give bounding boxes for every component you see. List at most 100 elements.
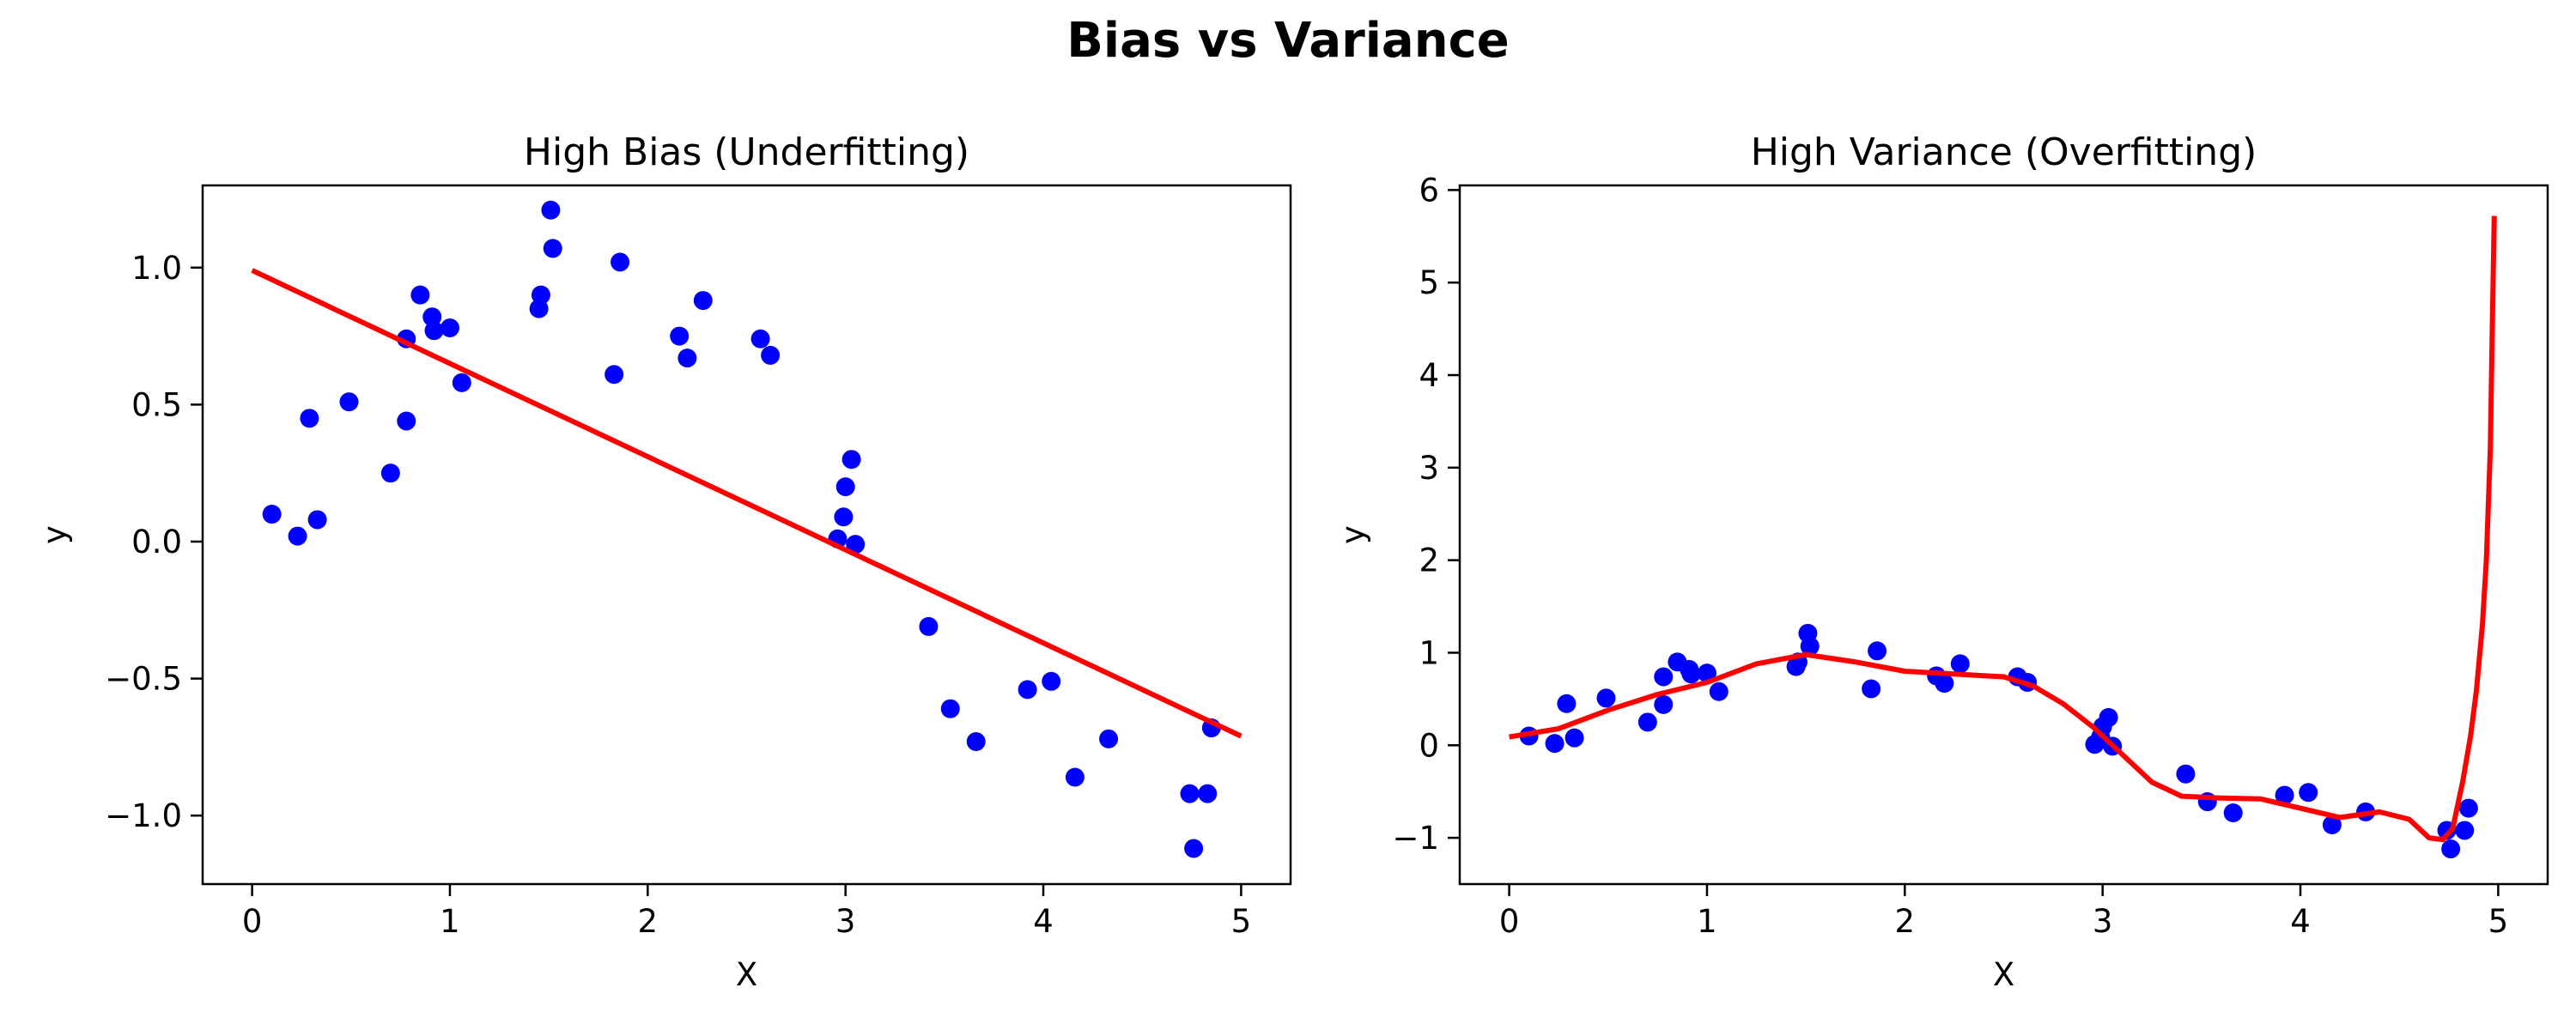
data-point [1198, 784, 1218, 803]
y-tick-label: 3 [1419, 450, 1439, 487]
y-tick-label: −1 [1392, 820, 1439, 857]
data-point [750, 329, 770, 348]
data-point [1654, 667, 1674, 687]
data-point [670, 326, 690, 346]
x-tick-label: 0 [242, 903, 263, 940]
data-point [605, 365, 624, 385]
data-point [2099, 707, 2118, 727]
data-point [1868, 641, 1887, 661]
data-point [1564, 728, 1584, 748]
data-point [531, 285, 550, 305]
y-tick-label: 6 [1419, 172, 1439, 209]
polynomial-fit-curve [1509, 215, 2497, 843]
x-tick-label: 3 [835, 903, 856, 940]
data-point [1099, 729, 1119, 748]
x-tick-label: 1 [440, 903, 460, 940]
data-point [940, 699, 960, 718]
y-tick-label: 1 [1419, 634, 1439, 671]
x-axis-label: X [1993, 956, 2014, 993]
data-point [2441, 839, 2461, 859]
y-tick-label: 1.0 [131, 250, 182, 287]
data-point [841, 450, 861, 470]
data-point [761, 345, 781, 365]
data-point [846, 535, 866, 554]
data-point [1681, 664, 1701, 684]
data-point [288, 526, 307, 546]
data-point [380, 464, 400, 483]
x-tick-label: 5 [2488, 903, 2509, 940]
x-axis-label: X [736, 956, 757, 993]
data-point [2322, 815, 2342, 834]
data-point [677, 348, 697, 368]
data-point [1184, 839, 1204, 858]
data-point [2455, 821, 2475, 840]
data-point [1697, 663, 1716, 683]
data-point [966, 732, 986, 752]
x-tick-label: 3 [2093, 903, 2113, 940]
x-tick-label: 5 [1231, 903, 1252, 940]
data-point [541, 200, 561, 220]
scatter-points [262, 200, 1221, 858]
scatter-points [1519, 623, 2478, 859]
data-point [1065, 767, 1084, 787]
data-point [611, 252, 630, 272]
data-point [693, 291, 713, 311]
figure-title: Bias vs Variance [1066, 13, 1510, 69]
data-point [262, 505, 282, 524]
data-point [1800, 636, 1820, 656]
chart-panel-1: High Bias (Underfitting) 0 1 2 3 4 5 −1.0 −0.5 0.… [36, 130, 1292, 993]
data-point [424, 321, 444, 341]
data-point [1709, 682, 1728, 701]
data-point [410, 285, 430, 305]
x-tick-label: 2 [1895, 903, 1916, 940]
data-point [397, 411, 416, 431]
data-point [339, 392, 359, 412]
data-point [2223, 803, 2243, 822]
data-point [1545, 734, 1564, 754]
y-tick-label: 0 [1419, 727, 1439, 764]
chart-panel-2: High Variance (Overfitting) 0 1 2 3 4 5 −1 0 1 2 3 4… [1334, 130, 2549, 993]
data-point [1862, 679, 1881, 699]
data-point [2299, 783, 2318, 803]
data-point [2176, 764, 2196, 784]
y-axis-label: y [36, 525, 73, 544]
data-point [307, 510, 327, 530]
data-point [1018, 680, 1037, 700]
x-tick-label: 0 [1499, 903, 1520, 940]
data-point [300, 409, 319, 428]
data-point [543, 239, 562, 258]
chart-title: High Bias (Underfitting) [524, 130, 969, 174]
x-tick-label: 4 [2290, 903, 2311, 940]
y-tick-label: −0.5 [105, 661, 182, 698]
data-point [452, 373, 471, 392]
data-point [1042, 671, 1061, 691]
y-tick-label: 4 [1419, 357, 1439, 394]
chart-title: High Variance (Overfitting) [1751, 130, 2257, 174]
y-tick-label: 0.0 [131, 524, 182, 560]
data-point [1654, 694, 1674, 714]
data-point [1557, 694, 1577, 713]
data-point [2458, 798, 2478, 818]
data-point [1596, 688, 1616, 708]
y-tick-label: 5 [1419, 264, 1439, 301]
data-point [835, 477, 855, 497]
y-axis-label: y [1334, 525, 1371, 544]
data-point [2275, 785, 2294, 805]
x-tick-label: 1 [1697, 903, 1717, 940]
y-tick-label: 2 [1419, 542, 1439, 579]
data-point [440, 318, 459, 337]
data-point [1935, 674, 1954, 694]
axes-frame [201, 184, 1292, 886]
data-point [834, 507, 854, 527]
data-point [1180, 784, 1200, 803]
data-point [1637, 712, 1657, 732]
axes-frame [1458, 184, 2549, 886]
y-tick-label: −1.0 [105, 797, 182, 834]
x-tick-label: 2 [638, 903, 659, 940]
linear-fit-line [251, 268, 1242, 739]
data-point [919, 616, 939, 636]
y-tick-label: 0.5 [131, 386, 182, 423]
data-point [1950, 654, 1970, 674]
